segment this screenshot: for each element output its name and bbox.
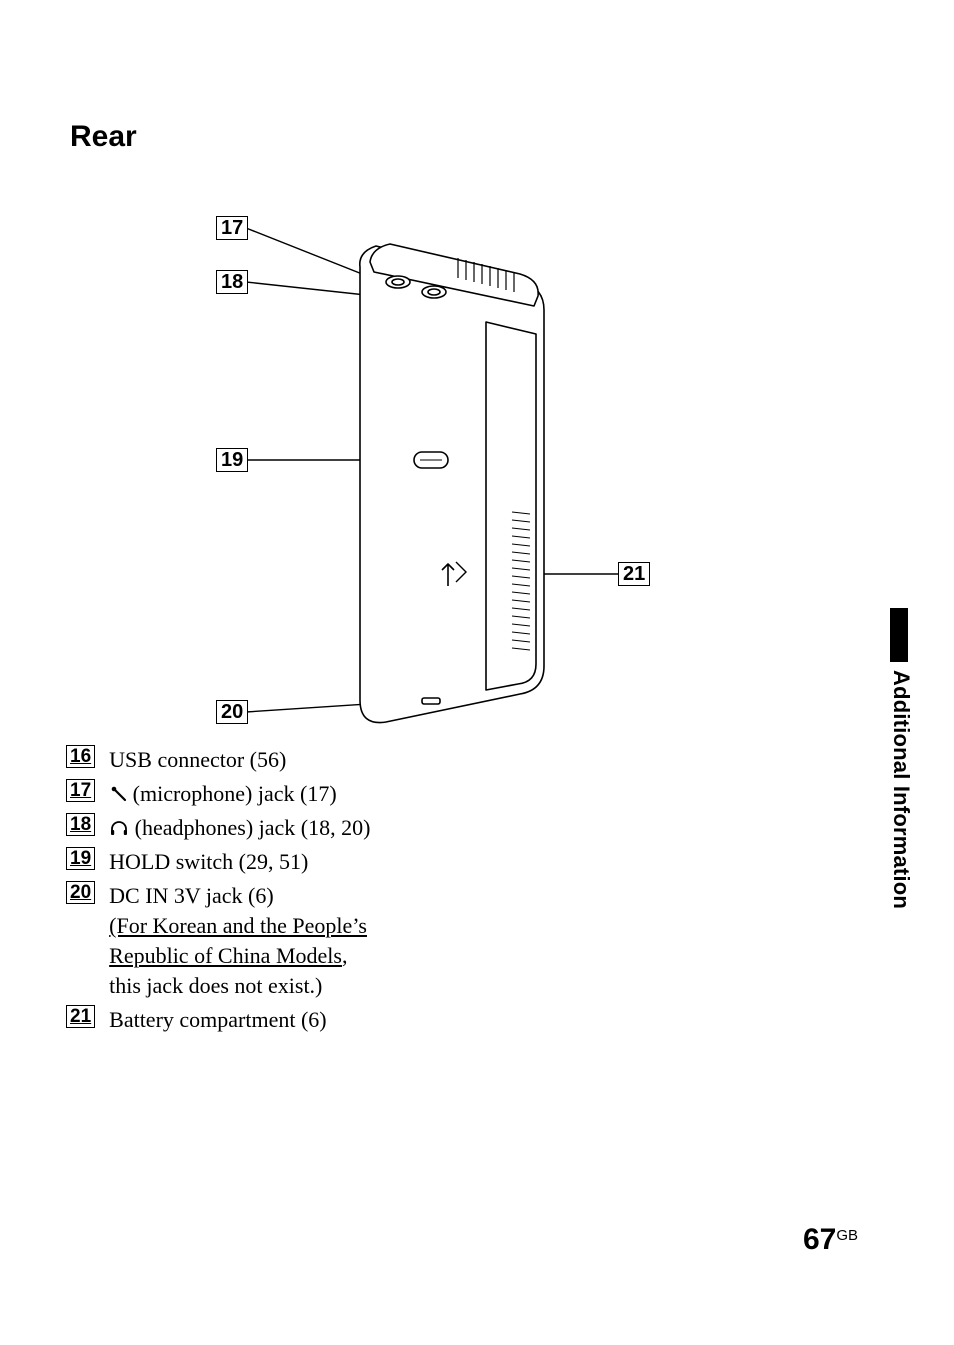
list-item: 21 Battery compartment (6): [66, 1005, 586, 1035]
list-item-text: USB connector (56): [109, 745, 286, 775]
list-item-text: (headphones) jack (18, 20): [109, 813, 370, 843]
list-item: 18 (headphones) jack (18, 20): [66, 813, 586, 843]
list-item-number: 21: [66, 1005, 95, 1028]
list-item-number: 20: [66, 881, 95, 904]
list-item: 16 USB connector (56): [66, 745, 586, 775]
callout-21: 21: [618, 562, 650, 586]
callout-18: 18: [216, 270, 248, 294]
device-illustration: [360, 244, 544, 723]
list-item: 20 DC IN 3V jack (6)(For Korean and the P…: [66, 881, 586, 1001]
list-item-text: HOLD switch (29, 51): [109, 847, 308, 877]
headphones-icon: [109, 815, 129, 840]
list-item: 19 HOLD switch (29, 51): [66, 847, 586, 877]
list-item-number: 16: [66, 745, 95, 768]
callout-17: 17: [216, 216, 248, 240]
callout-19: 19: [216, 448, 248, 472]
page-number-main: 67: [803, 1223, 836, 1256]
list-item-number: 19: [66, 847, 95, 870]
device-diagram: [0, 0, 954, 760]
list-item: 17 (microphone) jack (17): [66, 779, 586, 809]
page: Rear Additional Information 67GB 1718192…: [0, 0, 954, 1345]
list-item-number: 17: [66, 779, 95, 802]
list-item-text: (microphone) jack (17): [109, 779, 337, 809]
parts-list: 16 USB connector (56) 17 (microphone) jack…: [66, 745, 586, 1039]
list-item-text: Battery compartment (6): [109, 1005, 326, 1035]
mic-icon: [109, 781, 127, 806]
page-number-region: GB: [836, 1227, 858, 1244]
callout-20: 20: [216, 700, 248, 724]
list-item-text: DC IN 3V jack (6)(For Korean and the Peo…: [109, 881, 367, 1001]
list-item-number: 18: [66, 813, 95, 836]
page-number: 67GB: [803, 1223, 858, 1257]
